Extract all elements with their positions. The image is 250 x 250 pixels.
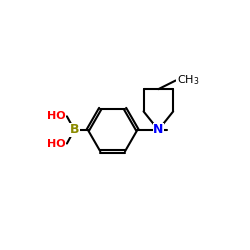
Text: N: N — [153, 124, 164, 136]
Text: HO: HO — [47, 138, 66, 148]
Text: HO: HO — [47, 111, 66, 121]
Text: CH$_3$: CH$_3$ — [177, 74, 200, 88]
Text: B: B — [70, 124, 79, 136]
